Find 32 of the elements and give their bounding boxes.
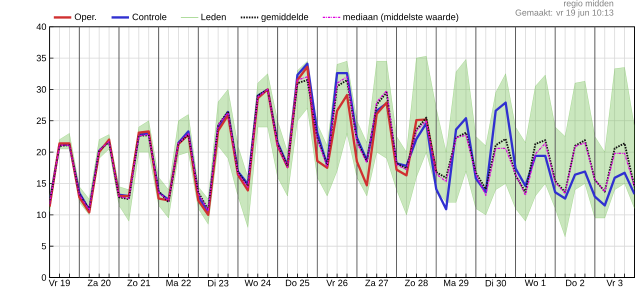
y-tick-label: 40 <box>36 24 46 30</box>
x-tick-label: Ma 29 <box>444 280 468 286</box>
text: regio midden <box>564 0 614 8</box>
x-tick-label: Zo 21 <box>127 280 150 286</box>
legend-label: gemiddelde <box>261 14 308 22</box>
x-tick-label: Do 2 <box>566 280 584 286</box>
x-tick-label: Vr 19 <box>48 280 70 286</box>
y-tick-label: 35 <box>36 54 46 62</box>
x-tick-label: Ma 22 <box>166 280 191 286</box>
x-tick-label: Do 25 <box>286 280 310 286</box>
x-tick-label: Wo 24 <box>244 280 271 286</box>
x-tick-label: Vr 3 <box>606 280 623 286</box>
y-tick-label: 10 <box>36 212 46 218</box>
line-series <box>50 66 438 216</box>
y-tick-label: 20 <box>36 149 46 156</box>
y-tick-label: 15 <box>36 180 46 187</box>
x-tick-label: Wo 1 <box>524 280 546 286</box>
y-tick-label: 5 <box>42 243 46 250</box>
x-tick-label: Za 27 <box>365 280 388 286</box>
x-tick-label: Di 30 <box>486 280 506 287</box>
legend-label: Controle <box>132 14 166 20</box>
x-tick-label: Di 23 <box>208 280 228 287</box>
y-tick-label: 0 <box>42 274 46 281</box>
legend-label: mediaan (middelste waarde) <box>343 14 458 22</box>
x-tick-label: Vr 26 <box>326 280 348 286</box>
y-tick-label: 25 <box>36 118 46 124</box>
y-tick-label: 30 <box>36 86 46 93</box>
text: Gemaakt: vr 19 jun 10:13 <box>516 9 614 18</box>
x-tick-label: Za 20 <box>88 280 111 286</box>
legend-label: Leden <box>201 14 226 20</box>
x-tick-label: Zo 28 <box>404 280 428 286</box>
legend-label: Oper. <box>74 14 96 22</box>
